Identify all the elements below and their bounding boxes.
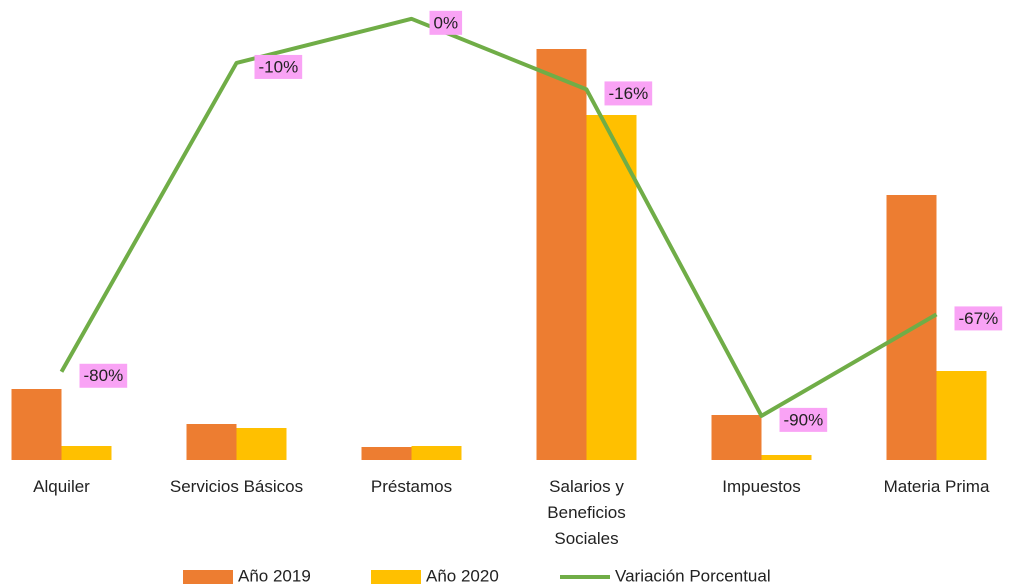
legend-label: Año 2019 [238, 566, 311, 585]
bar [61, 446, 112, 460]
label-box [429, 10, 463, 35]
bar [411, 446, 462, 460]
legend-label: Variación Porcentual [615, 566, 771, 585]
bar [361, 447, 412, 460]
x-tick-label: Salarios y Beneficios Sociales [547, 477, 626, 548]
x-tick-label: Impuestos [722, 477, 801, 496]
label-box [954, 306, 1003, 331]
legend-label: Año 2020 [426, 566, 499, 585]
x-tick-label: Servicios Básicos [169, 477, 304, 496]
x-tick-label: Alquiler [33, 477, 90, 496]
data-label: -90% [784, 410, 824, 429]
bar [761, 455, 812, 460]
bar [11, 389, 62, 460]
data-label: 0% [434, 13, 459, 32]
data-label: -80% [84, 366, 124, 385]
label-box [779, 407, 828, 432]
x-tick-label: Materia Prima [883, 477, 990, 496]
bar [936, 371, 987, 460]
bar [711, 415, 762, 460]
bar [236, 428, 287, 460]
label-box [254, 54, 303, 79]
bar [586, 115, 637, 460]
label-box [604, 81, 653, 106]
legend-swatch [183, 570, 233, 584]
bar [186, 424, 237, 460]
line [59, 16, 938, 418]
label-box [79, 363, 128, 388]
x-tick-label: Préstamos [370, 477, 453, 496]
bar [536, 49, 587, 460]
data-label: -67% [959, 309, 999, 328]
legend-swatch [371, 570, 421, 584]
data-label: -16% [609, 84, 649, 103]
data-label: -10% [259, 57, 299, 76]
